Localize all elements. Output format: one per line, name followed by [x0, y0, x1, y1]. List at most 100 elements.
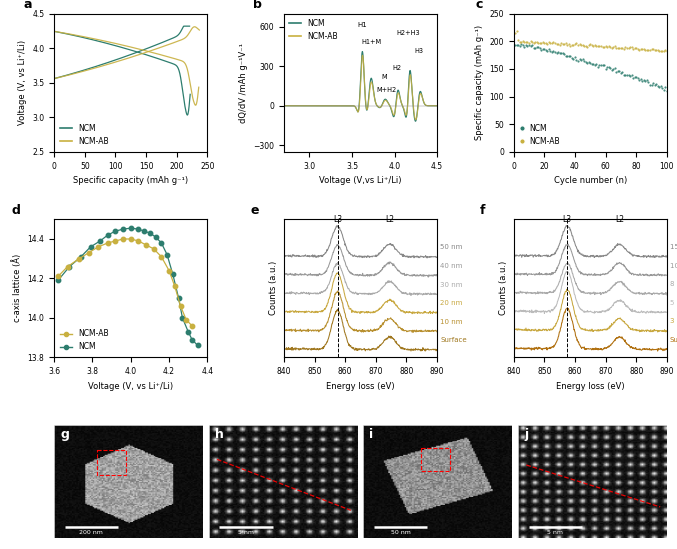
Point — [542, 47, 553, 55]
Point — [542, 40, 553, 48]
Point — [540, 46, 551, 55]
Text: 50 nm: 50 nm — [391, 530, 410, 535]
Point — [623, 44, 634, 53]
Legend: NCM, NCM-AB: NCM, NCM-AB — [517, 121, 563, 148]
Point — [540, 38, 551, 47]
Point — [567, 41, 577, 49]
Point — [600, 65, 611, 74]
Point — [603, 63, 614, 71]
Point — [617, 43, 628, 52]
X-axis label: Energy loss (eV): Energy loss (eV) — [326, 382, 395, 390]
Point — [657, 47, 668, 55]
Text: L2: L2 — [615, 215, 624, 223]
Point — [552, 40, 563, 48]
Text: 30 nm: 30 nm — [440, 282, 462, 288]
Text: L2: L2 — [385, 215, 394, 224]
Point — [575, 56, 586, 65]
Point — [522, 42, 533, 51]
Point — [579, 41, 590, 50]
Point — [574, 40, 585, 49]
Point — [568, 41, 579, 49]
Point — [608, 43, 619, 52]
Point — [580, 58, 591, 66]
Point — [552, 48, 563, 57]
Point — [582, 58, 592, 67]
Point — [615, 69, 626, 77]
Point — [577, 40, 588, 49]
Point — [640, 46, 651, 54]
Point — [522, 37, 533, 46]
Text: Surface: Surface — [440, 337, 466, 343]
Point — [652, 81, 663, 90]
Point — [620, 43, 631, 52]
Point — [545, 38, 556, 47]
Point — [649, 81, 660, 89]
Point — [632, 44, 643, 53]
Point — [528, 38, 539, 47]
Point — [642, 76, 653, 85]
Point — [636, 44, 647, 53]
Text: L3: L3 — [563, 215, 572, 223]
Point — [562, 52, 573, 60]
Point — [614, 66, 625, 75]
Point — [648, 79, 659, 88]
Point — [625, 71, 636, 80]
Point — [556, 38, 567, 47]
Point — [611, 68, 621, 77]
Point — [631, 44, 642, 53]
Point — [519, 42, 530, 51]
Point — [608, 65, 619, 74]
Point — [525, 42, 536, 51]
Legend: NCM, NCM-AB: NCM, NCM-AB — [288, 18, 339, 42]
Point — [545, 47, 556, 55]
Y-axis label: Voltage (V, vs Li⁺/Li): Voltage (V, vs Li⁺/Li) — [18, 40, 27, 125]
Text: Surface: Surface — [670, 337, 677, 343]
Point — [591, 41, 602, 50]
Text: L3: L3 — [333, 215, 342, 224]
Point — [609, 64, 620, 72]
Point — [628, 44, 638, 53]
Text: g: g — [60, 428, 69, 441]
Text: 5 nm: 5 nm — [547, 530, 563, 535]
Point — [556, 49, 567, 58]
Legend: NCM-AB, NCM: NCM-AB, NCM — [58, 327, 111, 354]
Point — [584, 41, 594, 49]
Point — [569, 53, 580, 62]
Text: 20 nm: 20 nm — [440, 300, 462, 306]
Point — [649, 46, 660, 54]
Point — [529, 38, 540, 47]
Point — [661, 87, 672, 96]
Point — [513, 36, 524, 44]
Point — [586, 59, 597, 68]
Point — [628, 74, 638, 82]
Text: h: h — [215, 428, 223, 441]
Point — [528, 43, 539, 52]
Point — [584, 58, 594, 67]
Point — [617, 68, 628, 77]
Point — [534, 43, 545, 52]
Point — [636, 75, 647, 83]
Y-axis label: Counts (a.u.): Counts (a.u.) — [269, 261, 278, 316]
Text: e: e — [250, 204, 259, 217]
Point — [611, 43, 621, 52]
Point — [634, 46, 645, 55]
Point — [548, 47, 559, 55]
Y-axis label: dQ/dV /mAh g⁻¹V⁻¹: dQ/dV /mAh g⁻¹V⁻¹ — [238, 43, 248, 123]
Point — [554, 48, 565, 57]
Point — [573, 41, 584, 49]
Point — [557, 40, 568, 48]
Text: f: f — [480, 204, 485, 217]
X-axis label: Voltage (V,vs Li⁺/Li): Voltage (V,vs Li⁺/Li) — [320, 176, 401, 185]
Point — [645, 81, 655, 89]
Point — [660, 82, 671, 91]
Text: 10 nm: 10 nm — [440, 319, 462, 324]
Point — [605, 43, 615, 52]
Point — [646, 44, 657, 53]
Point — [596, 42, 607, 51]
Point — [646, 81, 657, 89]
Point — [655, 81, 666, 90]
Text: H2: H2 — [393, 65, 401, 71]
Text: M+H2: M+H2 — [376, 87, 397, 93]
Point — [544, 44, 554, 53]
Point — [511, 27, 522, 36]
